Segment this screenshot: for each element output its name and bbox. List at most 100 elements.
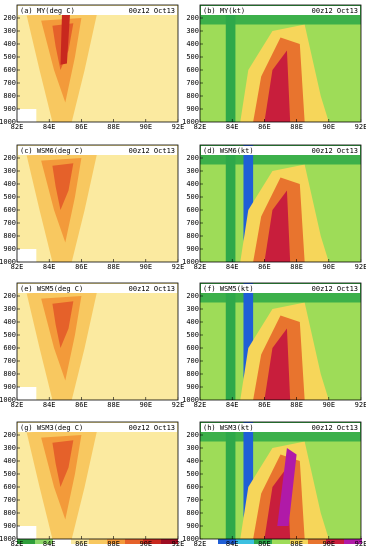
field: [17, 145, 178, 262]
field: [200, 422, 361, 539]
y-tick-label: 700: [3, 219, 16, 227]
y-tick-label: 400: [186, 40, 199, 48]
x-tick-label: 84E: [226, 263, 239, 271]
y-tick-label: 600: [186, 66, 199, 74]
y-tick-label: 200: [3, 14, 16, 22]
y-tick-label: 600: [3, 344, 16, 352]
panel-title: (e) WSM5(deg C): [20, 285, 83, 293]
y-tick-label: 700: [3, 496, 16, 504]
y-tick-label: 900: [3, 105, 16, 113]
y-tick-label: 800: [186, 509, 199, 517]
x-tick-label: 84E: [43, 540, 56, 548]
x-tick-label: 92E: [172, 263, 185, 271]
field: [17, 5, 178, 122]
y-tick-label: 800: [186, 370, 199, 378]
y-tick-label: 500: [186, 193, 199, 201]
title-box: [18, 284, 177, 293]
y-tick-label: 400: [186, 180, 199, 188]
x-tick-label: 92E: [355, 263, 366, 271]
y-tick-label: 800: [3, 509, 16, 517]
y-tick-label: 600: [3, 66, 16, 74]
y-tick-label: 1000: [0, 118, 16, 126]
y-tick-label: 700: [186, 219, 199, 227]
colorbar-right: [200, 538, 362, 544]
plot-frame: [199, 144, 362, 263]
field: [200, 5, 361, 122]
field-band: [225, 145, 236, 262]
x-tick-label: 92E: [355, 540, 366, 548]
field-mask: [17, 526, 37, 539]
y-tick-label: 900: [186, 383, 199, 391]
y-tick-label: 1000: [0, 535, 16, 543]
plot-frame: [16, 4, 179, 123]
y-tick-label: 500: [3, 53, 16, 61]
panel: (a) MY(deg C) 00z12 Oct13 200 300 400 500 600 7…: [0, 4, 184, 131]
y-tick-label: 900: [186, 522, 199, 530]
y-tick-label: 200: [186, 292, 199, 300]
y-tick-label: 700: [186, 496, 199, 504]
field-mask: [17, 249, 37, 262]
y-tick-label: 1000: [182, 118, 199, 126]
field-band: [243, 283, 254, 400]
y-tick-label: 300: [186, 305, 199, 313]
x-tick-label: 82E: [194, 263, 207, 271]
x-tick-label: 86E: [258, 401, 271, 409]
field-band: [225, 283, 236, 400]
x-tick-label: 82E: [194, 123, 207, 131]
y-tick-label: 800: [3, 232, 16, 240]
y-tick-label: 700: [3, 357, 16, 365]
panel-title: (d) WSM6(kt): [203, 147, 254, 155]
panel: (h) WSM3(kt) 00z12 Oct13 200 300 400 500 600 70…: [182, 421, 366, 548]
title-box: [201, 146, 360, 155]
panel-title: (b) MY(kt): [203, 7, 245, 15]
y-tick-label: 900: [3, 383, 16, 391]
y-tick-label: 200: [3, 292, 16, 300]
y-tick-label: 800: [3, 370, 16, 378]
y-tick-label: 400: [186, 318, 199, 326]
field-band: [243, 145, 254, 262]
field-contour: [60, 11, 71, 65]
y-tick-label: 1000: [182, 258, 199, 266]
field-mask: [17, 387, 37, 400]
panel-title: (h) WSM3(kt): [203, 424, 254, 432]
panel: (b) MY(kt) 00z12 Oct13 200 300 400 500 600 700 8…: [182, 4, 366, 131]
field-contour: [52, 163, 74, 210]
x-tick-label: 84E: [226, 123, 239, 131]
y-tick-label: 800: [186, 232, 199, 240]
panel-time: 00z12 Oct13: [129, 424, 175, 432]
x-tick-label: 84E: [43, 263, 56, 271]
panel-time: 00z12 Oct13: [312, 424, 358, 432]
field: [200, 283, 361, 400]
x-tick-label: 86E: [258, 540, 271, 548]
x-tick-label: 86E: [75, 123, 88, 131]
colorbar-left: [17, 538, 178, 544]
x-tick-label: 82E: [194, 540, 207, 548]
y-tick-label: 300: [186, 444, 199, 452]
panel-title: (c) WSM6(deg C): [20, 147, 83, 155]
field-contour: [264, 50, 291, 122]
panel-time: 00z12 Oct13: [129, 7, 175, 15]
x-tick-label: 88E: [290, 540, 303, 548]
field-contour: [277, 448, 297, 526]
x-tick-label: 84E: [43, 123, 56, 131]
plot-frame: [199, 421, 362, 540]
y-tick-label: 500: [3, 331, 16, 339]
field-band: [225, 422, 236, 539]
y-tick-label: 300: [3, 305, 16, 313]
field: [17, 283, 178, 400]
plot-frame: [199, 4, 362, 123]
x-tick-label: 88E: [290, 401, 303, 409]
x-tick-label: 90E: [322, 263, 335, 271]
y-tick-label: 200: [186, 431, 199, 439]
x-tick-label: 86E: [258, 123, 271, 131]
y-tick-label: 300: [3, 444, 16, 452]
y-tick-label: 1000: [182, 535, 199, 543]
y-tick-label: 300: [3, 167, 16, 175]
panel: (d) WSM6(kt) 00z12 Oct13 200 300 400 500 600 70…: [182, 144, 366, 271]
y-tick-label: 500: [186, 331, 199, 339]
x-tick-label: 88E: [107, 263, 120, 271]
field-contour: [52, 440, 74, 487]
x-tick-label: 88E: [107, 123, 120, 131]
x-tick-label: 90E: [322, 401, 335, 409]
